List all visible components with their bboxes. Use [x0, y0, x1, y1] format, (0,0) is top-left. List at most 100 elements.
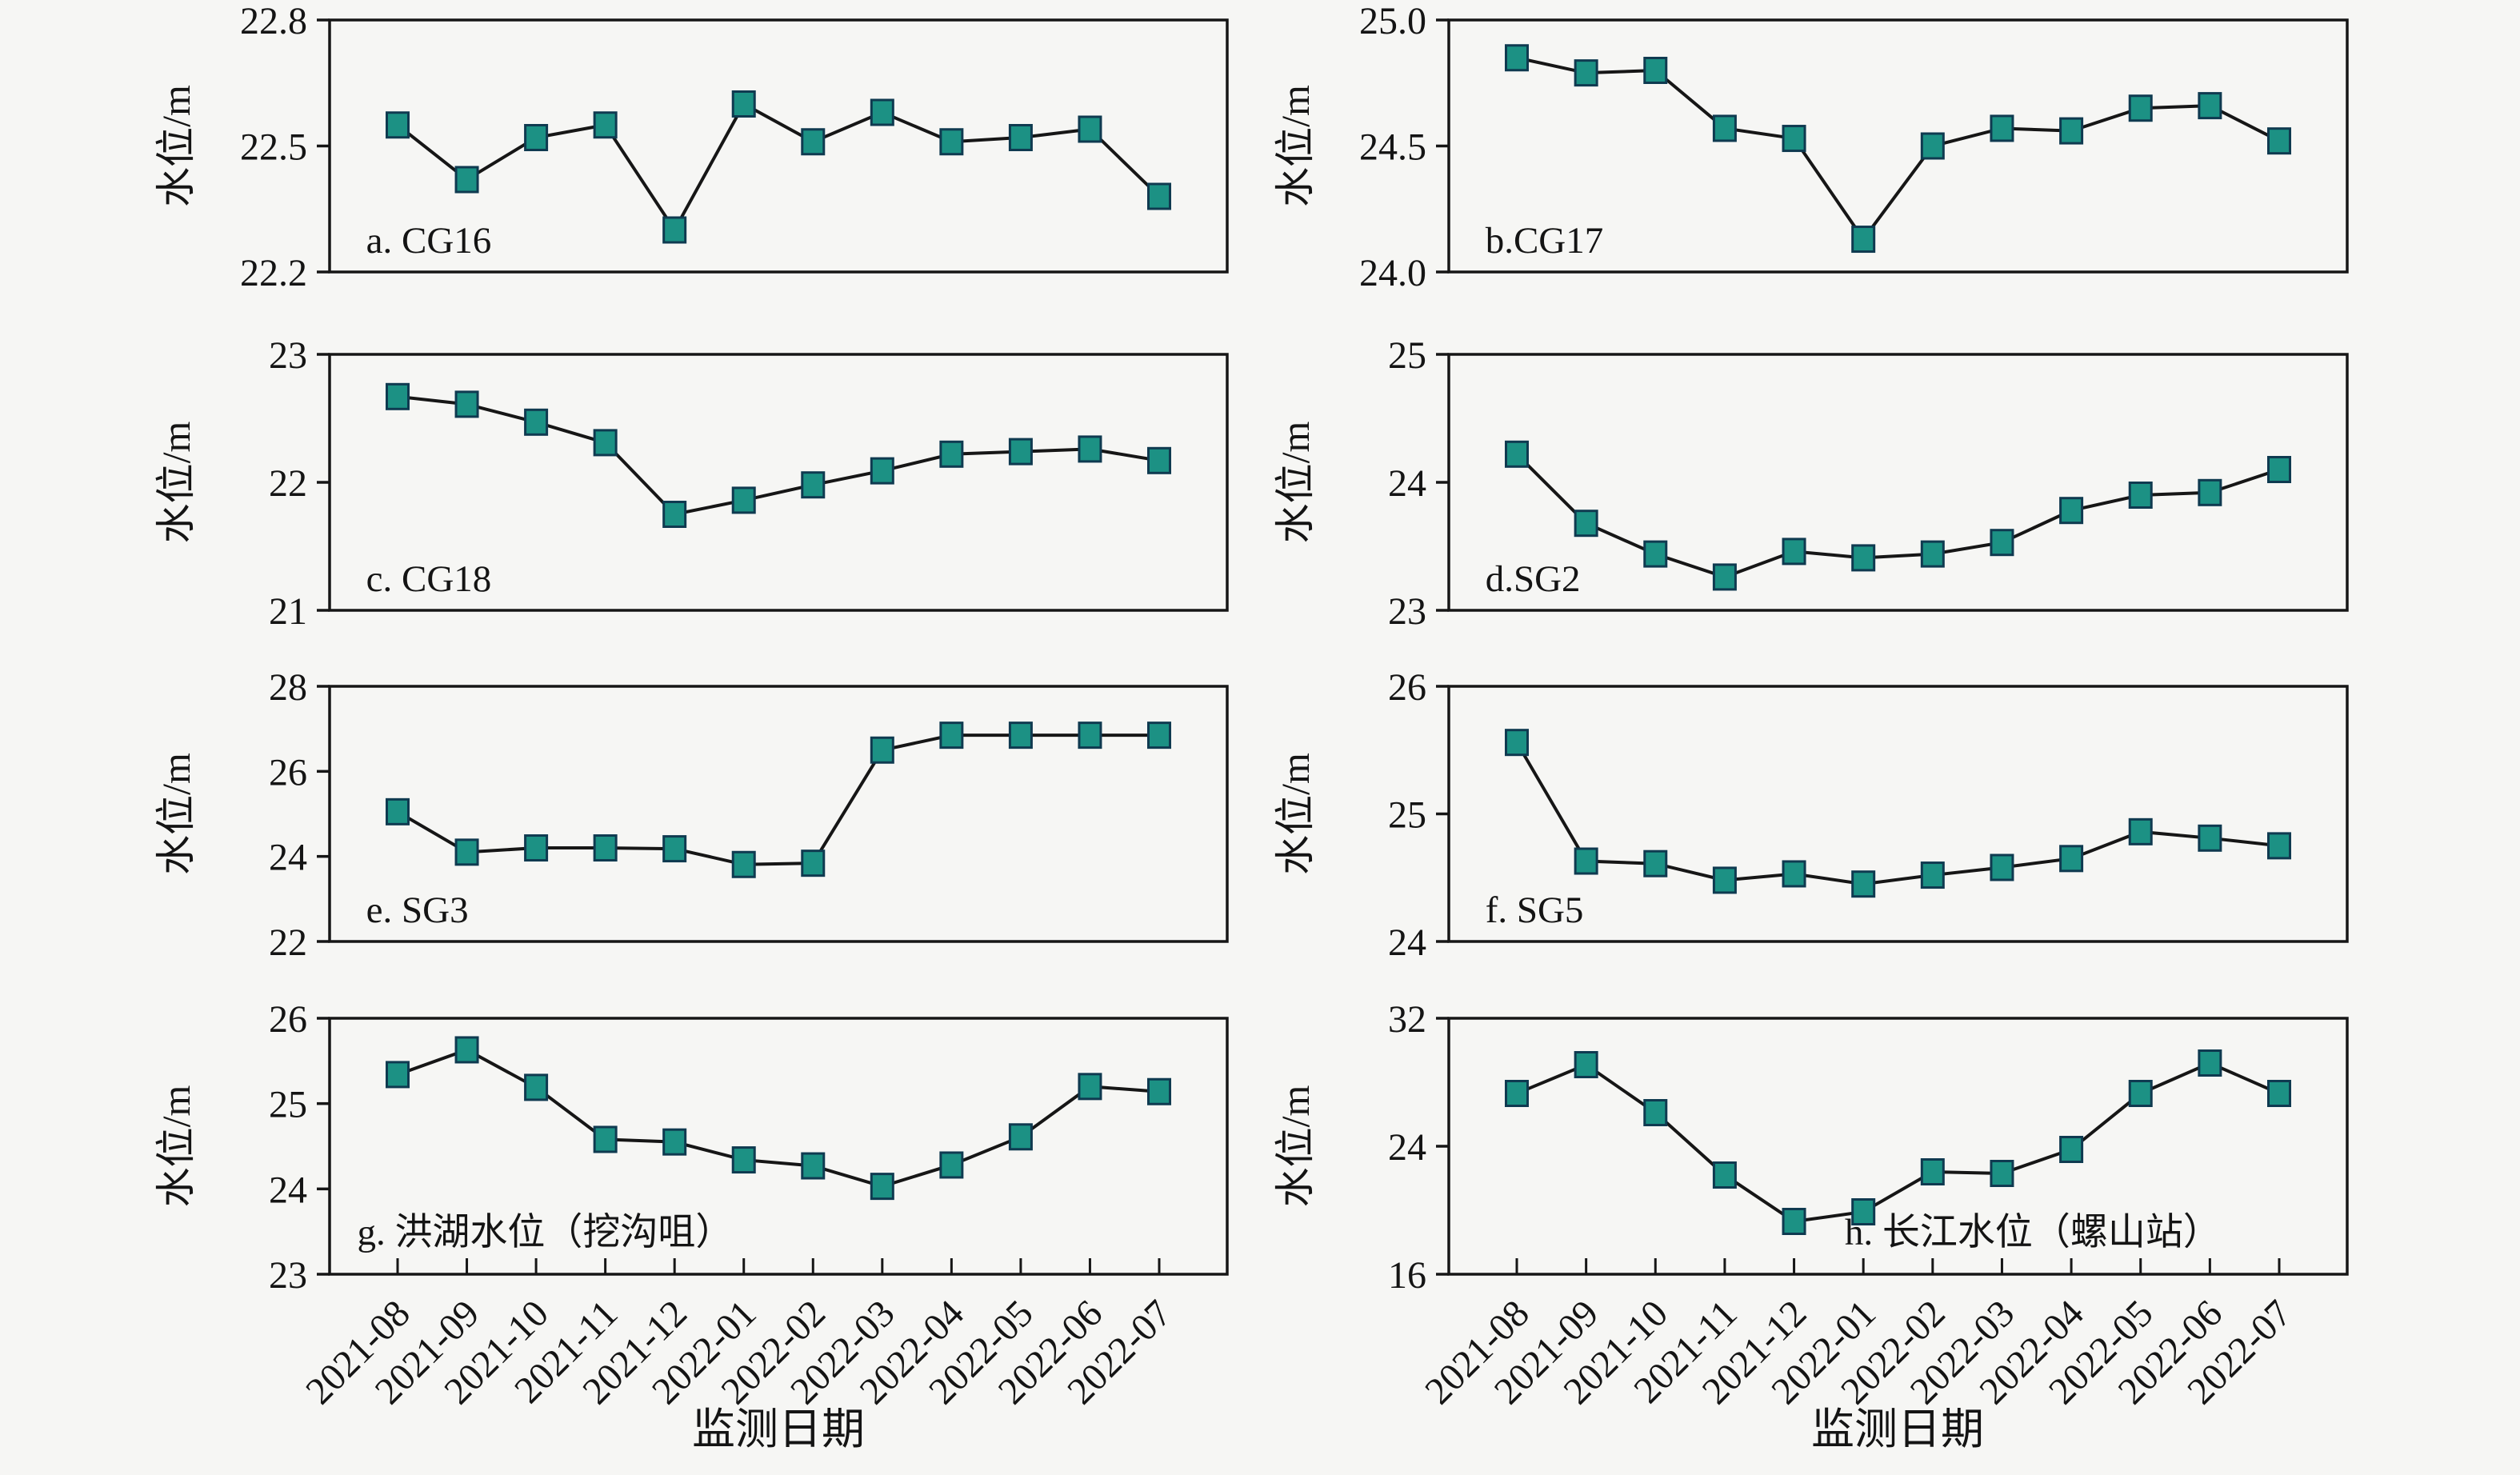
data-point-marker — [2267, 1080, 2291, 1107]
y-tick-label: 28 — [269, 666, 307, 709]
data-point-marker — [454, 390, 479, 418]
y-tick-label: 32 — [1388, 998, 1426, 1041]
data-point-marker — [1008, 438, 1033, 466]
data-point-marker — [1078, 1073, 1102, 1101]
data-point-marker — [662, 835, 687, 863]
panel-a: 22.2 22.5 22.8 水位/m a. CG16 — [154, 0, 1229, 294]
data-point-marker — [1990, 529, 2014, 557]
data-point-marker — [1078, 115, 1102, 143]
data-point-marker — [386, 382, 410, 410]
data-point-marker — [731, 850, 756, 878]
data-point-marker — [2059, 1136, 2084, 1163]
panel-label: g. 洪湖水位（挖沟咀） — [357, 1212, 733, 1253]
data-point-marker — [1851, 226, 1876, 254]
data-point-marker — [1990, 853, 2014, 881]
data-point-marker — [870, 1173, 894, 1201]
data-point-marker — [524, 408, 549, 436]
y-tick-label: 21 — [269, 590, 307, 633]
y-tick-label: 22.5 — [240, 126, 307, 169]
data-point-marker — [731, 1146, 756, 1174]
data-point-marker — [2198, 1049, 2222, 1077]
series-line — [1515, 741, 2280, 886]
y-tick-label: 23 — [1388, 590, 1426, 633]
y-tick-label: 24 — [1388, 1126, 1426, 1169]
data-point-marker — [1920, 540, 1945, 568]
data-point-marker — [1078, 722, 1102, 749]
data-point-marker — [2198, 824, 2222, 852]
panel-label: c. CG18 — [366, 558, 492, 600]
series-line — [1516, 1061, 2280, 1224]
data-point-marker — [1078, 435, 1102, 463]
data-point-marker — [1643, 1099, 1668, 1126]
data-point-marker — [1574, 510, 1598, 538]
data-point-marker — [801, 849, 826, 877]
y-tick-label: 16 — [1388, 1254, 1426, 1297]
panel-d: 23 24 25 水位/m d.SG2 — [1273, 334, 2349, 633]
data-point-marker — [386, 111, 410, 139]
data-point-marker — [731, 486, 756, 514]
y-tick-label: 24 — [269, 837, 307, 879]
data-point-marker — [2198, 478, 2222, 506]
data-point-marker — [939, 440, 964, 468]
panel-e: 22 24 26 28 水位/m e. SG3 — [154, 666, 1229, 964]
data-point-marker — [1008, 722, 1033, 749]
y-axis-title: 水位/m — [154, 85, 198, 207]
data-point-marker — [1643, 540, 1668, 568]
data-point-marker — [1782, 1208, 1806, 1235]
y-tick-label: 25.0 — [1359, 0, 1426, 42]
data-point-marker — [454, 838, 479, 866]
y-tick-label: 24.0 — [1359, 252, 1426, 294]
data-point-marker — [2059, 497, 2084, 525]
data-point-marker — [1712, 866, 1737, 894]
panel-label: d.SG2 — [1486, 558, 1581, 600]
data-point-marker — [2267, 127, 2291, 155]
data-point-marker — [2128, 482, 2153, 509]
data-point-marker — [1712, 563, 1737, 591]
y-tick-label: 22 — [269, 462, 307, 505]
data-point-marker — [2128, 817, 2153, 845]
y-tick-label: 22.2 — [240, 252, 307, 294]
data-point-marker — [2267, 456, 2291, 483]
data-point-marker — [1505, 440, 1529, 468]
panel-label: a. CG16 — [366, 220, 492, 262]
data-point-marker — [1008, 1123, 1033, 1151]
data-point-marker — [2198, 92, 2222, 120]
data-point-marker — [1782, 860, 1806, 888]
panel-label: f. SG5 — [1486, 889, 1584, 931]
data-point-marker — [801, 1152, 826, 1180]
data-point-marker — [662, 1128, 687, 1156]
y-axis-title: 水位/m — [154, 753, 198, 875]
data-point-marker — [1574, 1051, 1598, 1078]
panel-g: 23242526水位/m2021-082021-092021-102021-11… — [154, 998, 1229, 1413]
y-tick-label: 22 — [269, 921, 307, 964]
data-point-marker — [1920, 861, 1945, 889]
y-tick-label: 25 — [269, 1084, 307, 1126]
panel-label: b.CG17 — [1486, 220, 1604, 262]
data-point-marker — [1147, 722, 1171, 749]
data-point-marker — [1643, 849, 1668, 877]
y-tick-label: 24 — [269, 1169, 307, 1211]
data-point-marker — [939, 722, 964, 749]
data-point-marker — [524, 1073, 549, 1101]
data-point-marker — [593, 1125, 618, 1153]
data-point-marker — [2059, 117, 2084, 145]
panel-label: e. SG3 — [366, 889, 469, 931]
data-point-marker — [939, 1151, 964, 1179]
y-axis-title: 水位/m — [1273, 1085, 1318, 1208]
data-point-marker — [1712, 1161, 1737, 1189]
data-point-marker — [2059, 845, 2084, 873]
plot-box — [328, 1017, 1229, 1276]
data-point-marker — [593, 834, 618, 862]
series-line — [397, 394, 1160, 517]
data-point-marker — [1147, 1077, 1171, 1105]
series-line — [396, 102, 1161, 234]
data-point-marker — [1920, 1158, 1945, 1185]
y-tick-label: 23 — [269, 1254, 307, 1297]
data-point-marker — [1147, 182, 1171, 210]
y-tick-label: 26 — [269, 998, 307, 1041]
data-point-marker — [939, 128, 964, 156]
data-point-marker — [662, 216, 687, 244]
data-point-marker — [386, 1061, 410, 1089]
data-point-marker — [1782, 538, 1806, 566]
